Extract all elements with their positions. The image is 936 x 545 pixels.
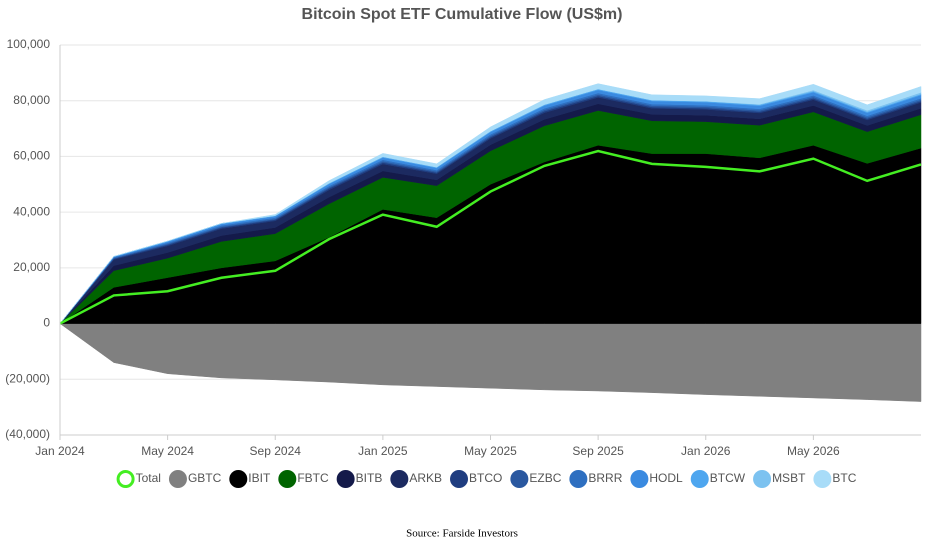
- legend-label: BRRR: [588, 471, 622, 485]
- legend-marker: [630, 470, 649, 488]
- legend-marker: [753, 470, 772, 488]
- legend-label: Total: [136, 471, 161, 485]
- x-tick-label: Jan 2024: [35, 444, 85, 458]
- legend-label: HODL: [649, 471, 683, 485]
- area: [59, 323, 922, 402]
- y-tick-label: (20,000): [5, 371, 50, 385]
- area: [59, 83, 922, 324]
- x-tick-label: Jan 2025: [358, 444, 408, 458]
- legend-marker: [278, 470, 297, 488]
- chart-title: Bitcoin Spot ETF Cumulative Flow (US$m): [302, 6, 623, 23]
- x-tick-label: May 2025: [464, 444, 517, 458]
- legend-marker: [116, 470, 135, 488]
- axes: (40,000) (20,000) 0 20,000 40,000 60,000 80,00…: [5, 37, 921, 458]
- legend-marker: [229, 470, 248, 488]
- legend-label: BTC: [832, 471, 856, 485]
- legend-marker: [510, 470, 529, 488]
- legend-label: IBIT: [248, 471, 271, 485]
- y-tick-label: 40,000: [13, 204, 50, 218]
- legend-label: EZBC: [529, 471, 561, 485]
- x-tick-label: May 2024: [141, 444, 194, 458]
- legend-marker: [569, 470, 588, 488]
- legend-marker: [168, 470, 187, 488]
- areas: [59, 83, 922, 402]
- x-tick-label: Sep 2024: [250, 444, 302, 458]
- legend-label: ARKB: [409, 471, 442, 485]
- legend-marker: [450, 470, 469, 488]
- legend-label: GBTC: [188, 471, 222, 485]
- y-tick-label: 100,000: [7, 37, 51, 51]
- legend: Total GBTC IBIT FBTC BITB ARKB BTCO EZBC BRRR HOD…: [116, 470, 857, 488]
- source-note: Source: Farside Investors: [406, 528, 518, 540]
- legend-label: FBTC: [297, 471, 329, 485]
- legend-marker: [336, 470, 355, 488]
- y-tick-label: 20,000: [13, 260, 50, 274]
- x-tick-label: May 2026: [787, 444, 840, 458]
- x-tick-label: Sep 2025: [572, 444, 624, 458]
- legend-label: BTCW: [710, 471, 746, 485]
- legend-marker: [813, 470, 832, 488]
- y-tick-label: 60,000: [13, 149, 50, 163]
- legend-label: BITB: [356, 471, 383, 485]
- legend-marker: [690, 470, 709, 488]
- legend-label: MSBT: [772, 471, 806, 485]
- legend-label: BTCO: [469, 471, 502, 485]
- total-line: [59, 149, 922, 325]
- y-tick-label: (40,000): [5, 427, 50, 441]
- y-tick-label: 0: [43, 316, 50, 330]
- legend-marker: [390, 470, 409, 488]
- x-tick-label: Jan 2026: [681, 444, 731, 458]
- y-tick-label: 80,000: [13, 93, 50, 107]
